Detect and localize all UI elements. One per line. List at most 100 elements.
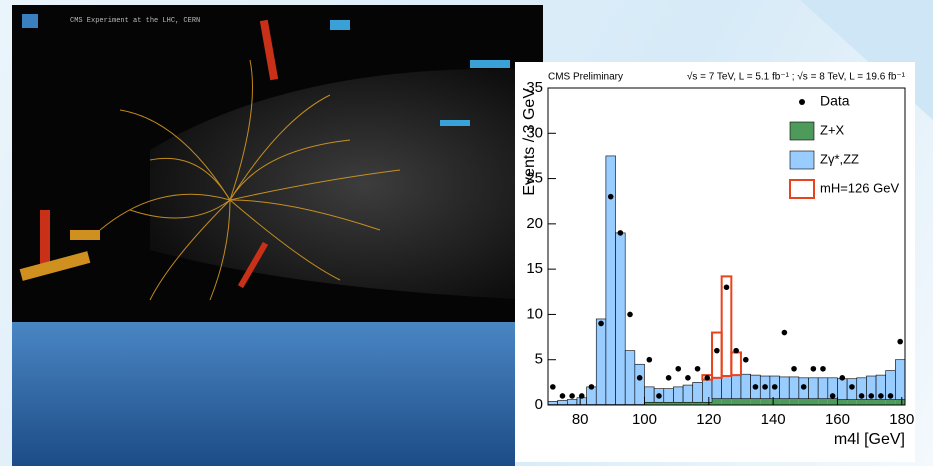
hist-bar xyxy=(780,377,790,399)
hist-bar xyxy=(596,319,606,405)
data-point xyxy=(811,366,817,372)
hist-bar xyxy=(664,389,674,403)
data-point xyxy=(762,384,768,390)
y-tick-label: 0 xyxy=(535,396,543,413)
x-tick-label: 180 xyxy=(889,411,914,428)
data-point xyxy=(791,366,797,372)
legend-marker xyxy=(799,99,805,105)
data-point xyxy=(685,375,691,381)
hist-bar xyxy=(635,364,645,404)
event-display: CMS Experiment at the LHC, CERN xyxy=(12,5,543,322)
x-tick-label: 160 xyxy=(825,411,850,428)
data-point xyxy=(714,348,720,354)
legend-label: Z+X xyxy=(820,122,845,137)
data-point xyxy=(897,339,903,345)
hist-bar xyxy=(799,399,809,405)
x-tick-label: 140 xyxy=(761,411,786,428)
data-point xyxy=(656,393,662,399)
hist-bar xyxy=(741,374,751,398)
data-point xyxy=(550,384,556,390)
y-tick-label: 20 xyxy=(526,215,543,232)
data-point xyxy=(560,393,566,399)
hist-bar xyxy=(606,156,616,405)
data-point xyxy=(637,375,643,381)
hist-bar xyxy=(683,385,693,402)
hist-bar xyxy=(731,375,741,399)
hist-bar xyxy=(673,387,683,402)
hist-bar xyxy=(760,399,770,405)
data-point xyxy=(743,357,749,363)
hist-bar xyxy=(809,399,819,405)
data-point xyxy=(598,321,604,327)
data-point xyxy=(859,393,865,399)
data-point xyxy=(888,393,894,399)
x-axis-label: m4l [GeV] xyxy=(834,431,905,448)
blue-box xyxy=(12,322,515,466)
header-right: √s = 7 TeV, L = 5.1 fb⁻¹ ; √s = 8 TeV, L… xyxy=(687,71,906,83)
hist-bar xyxy=(770,399,780,405)
data-point xyxy=(820,366,826,372)
y-tick-label: 5 xyxy=(535,351,543,368)
x-tick-label: 120 xyxy=(696,411,721,428)
hist-bar xyxy=(789,377,799,399)
data-point xyxy=(675,366,681,372)
hist-bar xyxy=(837,400,847,405)
data-point xyxy=(627,312,633,318)
hist-bar xyxy=(837,379,847,400)
hist-bar xyxy=(886,400,896,405)
data-point xyxy=(868,393,874,399)
data-point xyxy=(733,348,739,354)
hist-bar xyxy=(857,400,867,405)
event-title: CMS Experiment at the LHC, CERN xyxy=(70,17,200,25)
hist-bar xyxy=(847,400,857,405)
hist-bar xyxy=(895,400,905,405)
data-point xyxy=(772,384,778,390)
hist-bar xyxy=(818,399,828,405)
data-point xyxy=(782,330,788,336)
header-left: CMS Preliminary xyxy=(548,72,623,83)
y-axis-label: Events / 3 GeV xyxy=(521,88,538,196)
data-point xyxy=(647,357,653,363)
hist-bar xyxy=(567,400,577,405)
data-point xyxy=(704,375,710,381)
data-point xyxy=(569,393,575,399)
hist-bar xyxy=(616,233,626,405)
hist-bar xyxy=(577,398,587,405)
data-point xyxy=(608,194,614,200)
hist-bar xyxy=(789,399,799,405)
hist-bar xyxy=(712,378,722,399)
data-point xyxy=(618,230,624,236)
hist-bar xyxy=(712,399,722,405)
hist-bar xyxy=(780,399,790,405)
legend-label: Data xyxy=(820,93,850,109)
data-point xyxy=(849,384,855,390)
hist-bar xyxy=(741,399,751,405)
data-point xyxy=(753,384,759,390)
hist-bar xyxy=(876,400,886,405)
hist-bar xyxy=(828,399,838,405)
data-point xyxy=(589,384,595,390)
x-tick-label: 80 xyxy=(572,411,589,428)
hist-bar xyxy=(818,378,828,399)
hist-bar xyxy=(702,380,712,403)
hist-bar xyxy=(895,360,905,400)
hist-bar xyxy=(731,399,741,405)
hist-bar xyxy=(644,387,654,402)
data-point xyxy=(695,366,701,372)
data-point xyxy=(724,284,730,290)
data-point xyxy=(801,384,807,390)
x-tick-label: 100 xyxy=(632,411,657,428)
legend-swatch xyxy=(790,122,814,140)
data-point xyxy=(878,393,884,399)
hist-bar xyxy=(625,351,635,405)
slide: CMS Experiment at the LHC, CERN 05101520… xyxy=(0,0,933,466)
data-point xyxy=(839,375,845,381)
hist-bar xyxy=(693,382,703,402)
hist-bar xyxy=(751,399,761,405)
hist-bar xyxy=(548,401,558,404)
hist-bar xyxy=(809,378,819,399)
y-tick-label: 10 xyxy=(526,305,543,322)
hist-bar xyxy=(558,400,568,404)
hist-bar xyxy=(722,399,732,405)
legend-label: Zγ*,ZZ xyxy=(820,151,859,166)
